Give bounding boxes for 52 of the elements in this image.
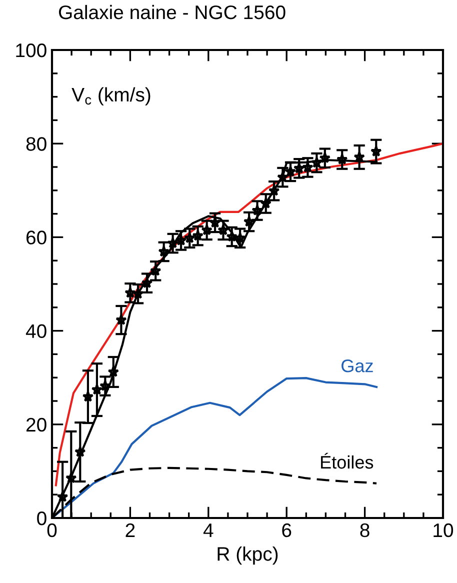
point [336,154,348,164]
point [243,216,255,227]
y-tick-label: 60 [26,230,46,244]
x-tick-label: 4 [203,524,214,537]
point [184,232,196,244]
y-axis-title: V$_{c}$ (km/s) [72,87,150,106]
line-series [54,142,443,486]
point [260,198,272,208]
point [311,156,322,168]
point [192,230,204,241]
point [218,224,229,236]
chart-title: Galaxie naine - NGC 1560 [58,4,286,20]
point [284,166,296,177]
point [141,277,153,288]
point [116,314,127,326]
point [124,286,136,298]
point [91,384,103,395]
point [209,216,221,228]
point [201,224,213,236]
point [150,264,162,276]
x-tick-label: 8 [360,523,370,538]
x-tick-label: 2 [126,523,135,537]
series-label: Étoiles [321,452,374,469]
point [234,232,246,244]
point [370,146,382,157]
y-tick-label: 40 [26,324,46,338]
y-tick-label: 20 [26,418,46,432]
y-tick-label: 0 [37,511,46,526]
x-axis-title: R (kpc) [218,546,278,565]
series-label: Gaz [342,359,373,372]
y-tick-label: 100 [16,43,46,58]
point [167,237,178,248]
point [302,162,314,172]
point [175,234,187,246]
point [319,152,331,164]
point [56,491,68,502]
y-tick-label: 80 [26,137,46,151]
x-tick-label: 0 [47,523,57,538]
point [65,472,77,484]
point [293,162,305,174]
point [277,171,288,182]
point [108,366,120,377]
point [82,390,94,402]
point [74,446,86,457]
point [100,380,111,391]
x-tick-label: 10 [434,523,454,538]
point [132,288,144,299]
point [158,246,170,257]
x-tick-label: 6 [282,523,292,538]
point [252,204,263,216]
point [226,230,238,242]
point [268,184,280,196]
